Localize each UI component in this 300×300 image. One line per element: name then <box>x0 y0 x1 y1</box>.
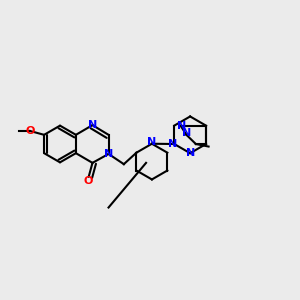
Text: O: O <box>26 126 35 136</box>
Text: O: O <box>84 176 93 186</box>
Text: N: N <box>182 128 191 138</box>
Text: N: N <box>185 148 195 158</box>
Text: N: N <box>177 121 187 130</box>
Text: N: N <box>168 139 177 149</box>
Text: N: N <box>147 137 157 147</box>
Text: N: N <box>88 120 97 130</box>
Text: N: N <box>104 149 113 159</box>
